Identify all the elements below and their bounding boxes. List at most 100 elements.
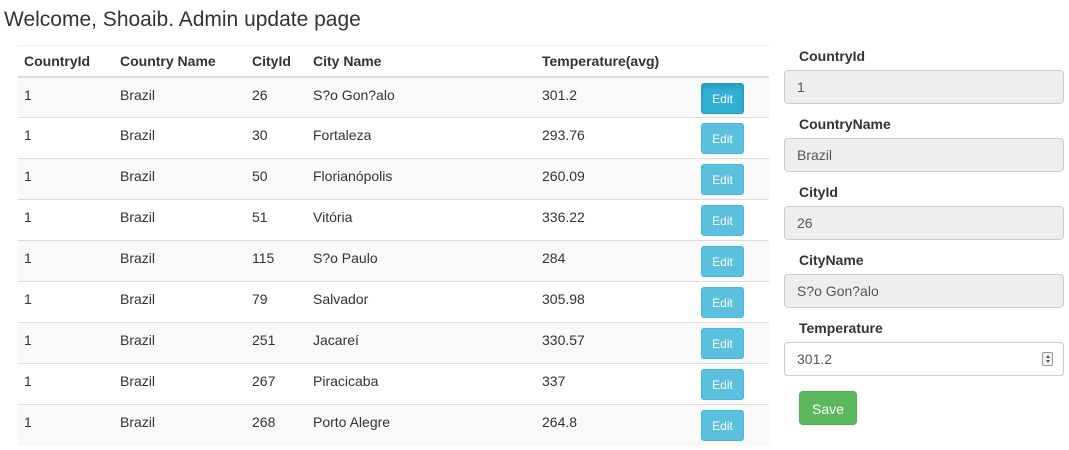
city-id-field[interactable]: 26 — [784, 206, 1064, 240]
edit-button[interactable]: Edit — [701, 246, 744, 277]
header-city-id: CityId — [246, 45, 307, 78]
cell-city-id: 115 — [246, 240, 307, 282]
cell-city-id: 267 — [246, 363, 307, 405]
country-id-field[interactable]: 1 — [784, 70, 1064, 104]
temperature-group: Temperature 301.2 — [784, 318, 1064, 376]
temperature-value: 301.2 — [797, 351, 833, 367]
cell-city-id: 30 — [246, 117, 307, 159]
cell-country-name: Brazil — [114, 76, 246, 118]
save-button[interactable]: Save — [799, 391, 857, 425]
cell-temperature: 301.2 — [536, 76, 693, 118]
temperature-label: Temperature — [799, 320, 883, 336]
header-country-name: Country Name — [114, 45, 246, 78]
country-id-label: CountryId — [799, 48, 866, 64]
cell-country-name: Brazil — [114, 199, 246, 241]
cell-temperature: 284 — [536, 240, 693, 282]
cell-city-id: 51 — [246, 199, 307, 241]
cell-temperature: 330.57 — [536, 322, 693, 364]
table-row: 1 Brazil 30 Fortaleza 293.76 Edit — [18, 117, 769, 159]
cell-temperature: 336.22 — [536, 199, 693, 241]
cell-country-name: Brazil — [114, 322, 246, 364]
city-name-label: CityName — [799, 252, 864, 268]
cell-actions: Edit — [693, 117, 769, 159]
cell-temperature: 293.76 — [536, 117, 693, 159]
number-spinner-icon[interactable] — [1042, 352, 1053, 366]
cell-city-name: Fortaleza — [307, 117, 536, 159]
table-row: 1 Brazil 115 S?o Paulo 284 Edit — [18, 240, 769, 282]
cell-country-name: Brazil — [114, 404, 246, 446]
page-title: Welcome, Shoaib. Admin update page — [4, 8, 361, 31]
edit-button[interactable]: Edit — [701, 205, 744, 236]
country-name-group: CountryName Brazil — [784, 114, 1064, 172]
cell-city-name: S?o Gon?alo — [307, 76, 536, 118]
cell-city-id: 79 — [246, 281, 307, 323]
cell-city-name: Salvador — [307, 281, 536, 323]
cell-country-id: 1 — [18, 404, 114, 446]
cell-country-name: Brazil — [114, 363, 246, 405]
cell-actions: Edit — [693, 76, 769, 118]
cell-actions: Edit — [693, 158, 769, 200]
edit-form: CountryId 1 CountryName Brazil CityId 26… — [784, 46, 1064, 425]
header-actions — [693, 45, 769, 78]
cell-country-id: 1 — [18, 240, 114, 282]
table-row: 1 Brazil 50 Florianópolis 260.09 Edit — [18, 158, 769, 200]
cell-country-id: 1 — [18, 199, 114, 241]
city-id-label: CityId — [799, 184, 838, 200]
cell-country-id: 1 — [18, 281, 114, 323]
cell-city-name: Piracicaba — [307, 363, 536, 405]
cell-country-name: Brazil — [114, 117, 246, 159]
cell-city-name: Vitória — [307, 199, 536, 241]
cell-temperature: 337 — [536, 363, 693, 405]
cell-actions: Edit — [693, 240, 769, 282]
table-row: 1 Brazil 268 Porto Alegre 264.8 Edit — [18, 404, 769, 446]
cell-city-id: 26 — [246, 76, 307, 118]
cell-country-name: Brazil — [114, 240, 246, 282]
edit-button[interactable]: Edit — [701, 328, 744, 359]
cell-actions: Edit — [693, 281, 769, 323]
header-country-id: CountryId — [18, 45, 114, 78]
cell-country-name: Brazil — [114, 281, 246, 323]
table-body: 1 Brazil 26 S?o Gon?alo 301.2 Edit 1 Brazil 30 Fo… — [18, 76, 769, 446]
table-row: 1 Brazil 267 Piracicaba 337 Edit — [18, 363, 769, 405]
cell-city-id: 268 — [246, 404, 307, 446]
city-name-field[interactable]: S?o Gon?alo — [784, 274, 1064, 308]
city-name-group: CityName S?o Gon?alo — [784, 250, 1064, 308]
table-row: 1 Brazil 79 Salvador 305.98 Edit — [18, 281, 769, 323]
city-id-group: CityId 26 — [784, 182, 1064, 240]
temperature-input[interactable]: 301.2 — [784, 342, 1064, 376]
cell-actions: Edit — [693, 404, 769, 446]
cell-city-name: Florianópolis — [307, 158, 536, 200]
cell-temperature: 264.8 — [536, 404, 693, 446]
table-row: 1 Brazil 251 Jacareí 330.57 Edit — [18, 322, 769, 364]
table-header-row: CountryId Country Name CityId City Name … — [18, 45, 769, 78]
cell-actions: Edit — [693, 363, 769, 405]
cell-country-id: 1 — [18, 158, 114, 200]
edit-button[interactable]: Edit — [701, 287, 744, 318]
edit-button[interactable]: Edit — [701, 164, 744, 195]
cell-city-name: S?o Paulo — [307, 240, 536, 282]
country-id-group: CountryId 1 — [784, 46, 1064, 104]
header-city-name: City Name — [307, 45, 536, 78]
cell-actions: Edit — [693, 322, 769, 364]
edit-button[interactable]: Edit — [701, 369, 744, 400]
cell-temperature: 305.98 — [536, 281, 693, 323]
cell-actions: Edit — [693, 199, 769, 241]
cell-country-id: 1 — [18, 363, 114, 405]
cell-city-id: 251 — [246, 322, 307, 364]
cities-table-container: CountryId Country Name CityId City Name … — [18, 45, 769, 446]
table-row: 1 Brazil 26 S?o Gon?alo 301.2 Edit — [18, 76, 769, 118]
edit-button[interactable]: Edit — [701, 82, 744, 114]
edit-button[interactable]: Edit — [701, 410, 744, 441]
header-temperature: Temperature(avg) — [536, 45, 693, 78]
cell-city-name: Jacareí — [307, 322, 536, 364]
country-name-field[interactable]: Brazil — [784, 138, 1064, 172]
cell-city-id: 50 — [246, 158, 307, 200]
cell-country-name: Brazil — [114, 158, 246, 200]
cell-country-id: 1 — [18, 322, 114, 364]
edit-button[interactable]: Edit — [701, 123, 744, 154]
cell-city-name: Porto Alegre — [307, 404, 536, 446]
cell-country-id: 1 — [18, 76, 114, 118]
country-name-label: CountryName — [799, 116, 891, 132]
cell-temperature: 260.09 — [536, 158, 693, 200]
cities-table: CountryId Country Name CityId City Name … — [18, 45, 769, 446]
